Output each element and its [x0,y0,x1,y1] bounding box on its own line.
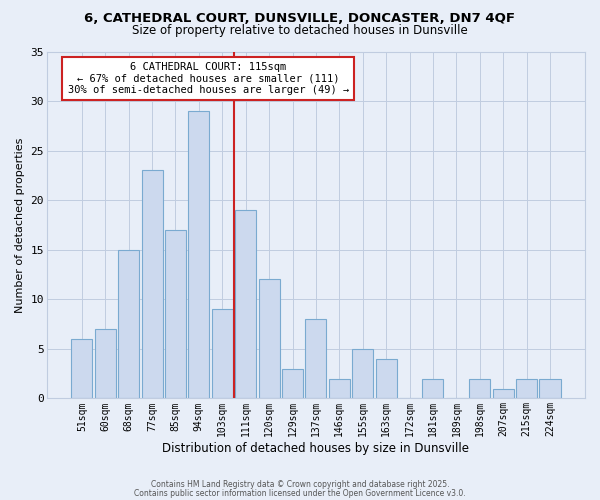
Bar [188,111,209,399]
Bar [165,230,186,398]
Bar [469,378,490,398]
Text: 6, CATHEDRAL COURT, DUNSVILLE, DONCASTER, DN7 4QF: 6, CATHEDRAL COURT, DUNSVILLE, DONCASTER… [85,12,515,26]
Bar [71,339,92,398]
Bar [235,210,256,398]
Bar [493,388,514,398]
Bar [259,280,280,398]
Bar [142,170,163,398]
Bar [376,359,397,399]
Bar [212,309,233,398]
Bar [305,319,326,398]
Text: Contains HM Land Registry data © Crown copyright and database right 2025.: Contains HM Land Registry data © Crown c… [151,480,449,489]
Bar [329,378,350,398]
Text: 6 CATHEDRAL COURT: 115sqm
← 67% of detached houses are smaller (111)
30% of semi: 6 CATHEDRAL COURT: 115sqm ← 67% of detac… [68,62,349,95]
X-axis label: Distribution of detached houses by size in Dunsville: Distribution of detached houses by size … [163,442,469,455]
Bar [352,349,373,399]
Bar [539,378,560,398]
Text: Contains public sector information licensed under the Open Government Licence v3: Contains public sector information licen… [134,488,466,498]
Bar [422,378,443,398]
Bar [95,329,116,398]
Bar [516,378,537,398]
Bar [282,368,303,398]
Bar [118,250,139,398]
Y-axis label: Number of detached properties: Number of detached properties [15,138,25,312]
Text: Size of property relative to detached houses in Dunsville: Size of property relative to detached ho… [132,24,468,37]
